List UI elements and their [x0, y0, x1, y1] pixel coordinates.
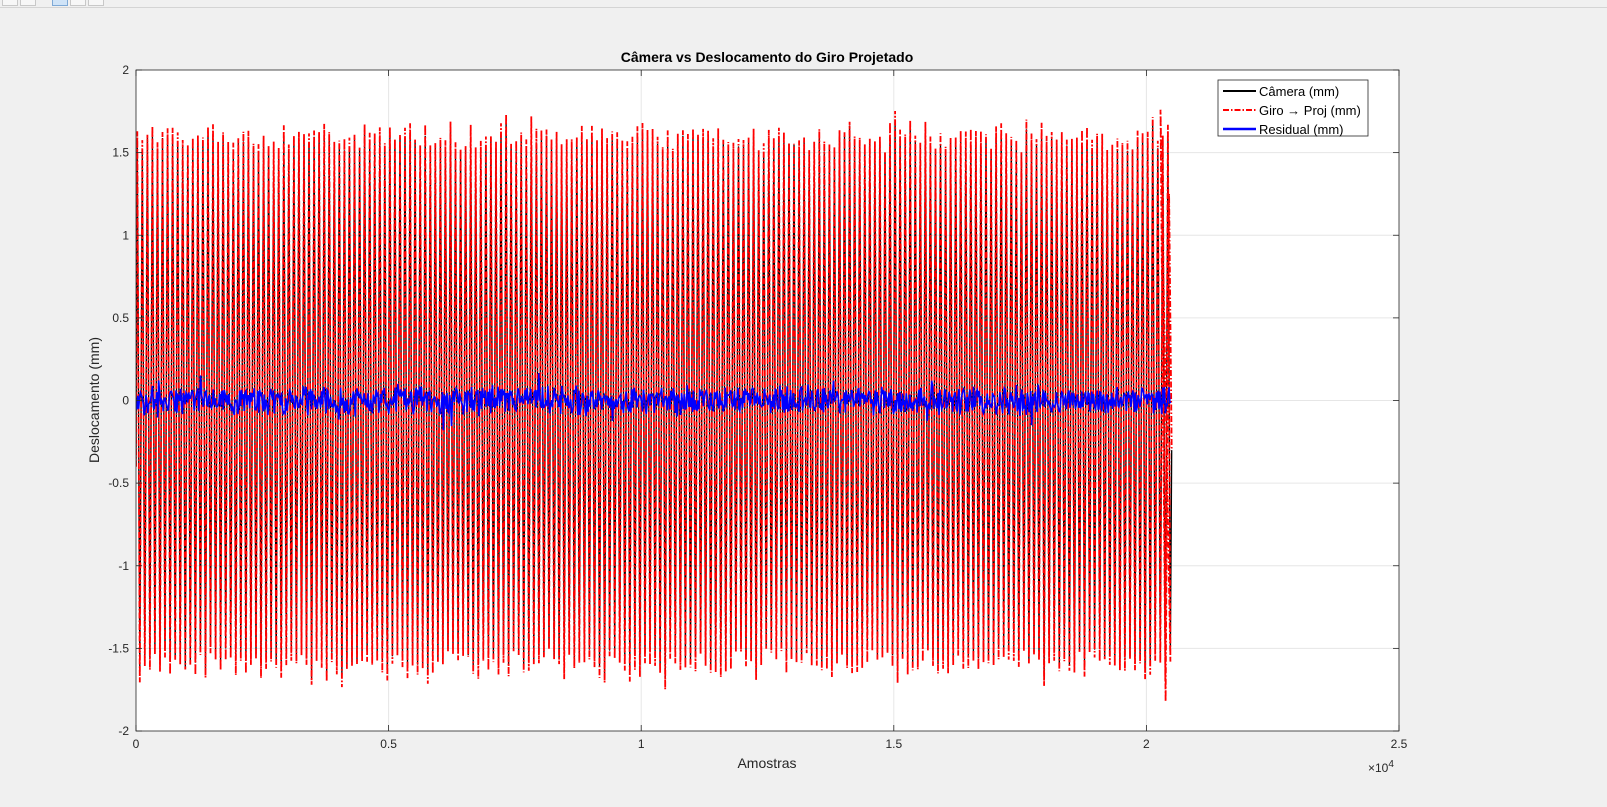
y-tick-label: 1	[122, 228, 129, 242]
home-icon[interactable]	[88, 0, 104, 6]
zoom-in-icon[interactable]	[70, 0, 86, 6]
plot-area	[136, 109, 1173, 702]
giro-series-line	[136, 109, 1173, 702]
x-tick-label: 0.5	[380, 737, 397, 751]
brush-icon[interactable]	[2, 0, 18, 6]
residual-series-line	[136, 372, 1172, 431]
x-tick-label: 1.5	[885, 737, 902, 751]
x-tick-label: 0	[133, 737, 140, 751]
legend-box	[1217, 79, 1369, 137]
x-tick-label: 2	[1143, 737, 1150, 751]
pan-icon[interactable]	[52, 0, 68, 6]
x-exponent-label: ×104	[1368, 759, 1394, 775]
y-tick-label: 0.5	[112, 311, 129, 325]
x-tick-label: 2.5	[1391, 737, 1408, 751]
y-tick-label: 0	[122, 394, 129, 408]
legend[interactable]: Câmera (mm) Giro → Proj (mm) Residual (m…	[1217, 79, 1369, 137]
y-tick-label: -1	[118, 559, 129, 573]
y-tick-label: -2	[118, 724, 129, 738]
legend-label-giro: Giro → Proj (mm)	[1259, 103, 1361, 118]
x-tick-label: 1	[638, 737, 645, 751]
y-tick-label: 1.5	[112, 146, 129, 160]
figure-toolbar	[0, 0, 1607, 8]
y-axis-label: Deslocamento (mm)	[86, 337, 102, 463]
y-tick-label: -1.5	[108, 641, 129, 655]
legend-label-residual: Residual (mm)	[1259, 122, 1344, 137]
legend-label-camera: Câmera (mm)	[1259, 84, 1339, 99]
x-axis-label: Amostras	[737, 755, 796, 771]
y-tick-label: -0.5	[108, 476, 129, 490]
y-tick-label: 2	[122, 63, 129, 77]
datatip-icon[interactable]	[20, 0, 36, 6]
ticks: 0 0.5 1 1.5 2 2.5 -2 -1.5 -1 -0.5 0 0.5 1 1.5 2	[108, 63, 1407, 751]
chart-title: Câmera vs Deslocamento do Giro Projetado	[621, 49, 914, 65]
